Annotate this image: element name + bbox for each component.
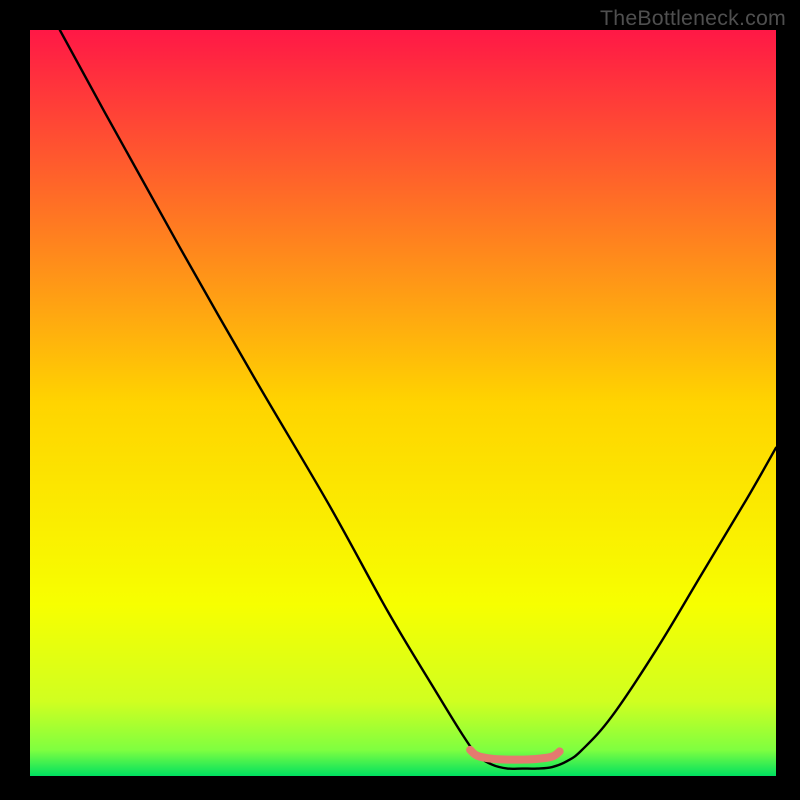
plot-area <box>30 30 776 776</box>
bottleneck-curve <box>60 30 776 769</box>
watermark-text: TheBottleneck.com <box>600 6 786 31</box>
optimal-range-marker <box>470 750 560 760</box>
chart-frame: TheBottleneck.com <box>0 0 800 800</box>
curve-layer <box>30 30 776 776</box>
